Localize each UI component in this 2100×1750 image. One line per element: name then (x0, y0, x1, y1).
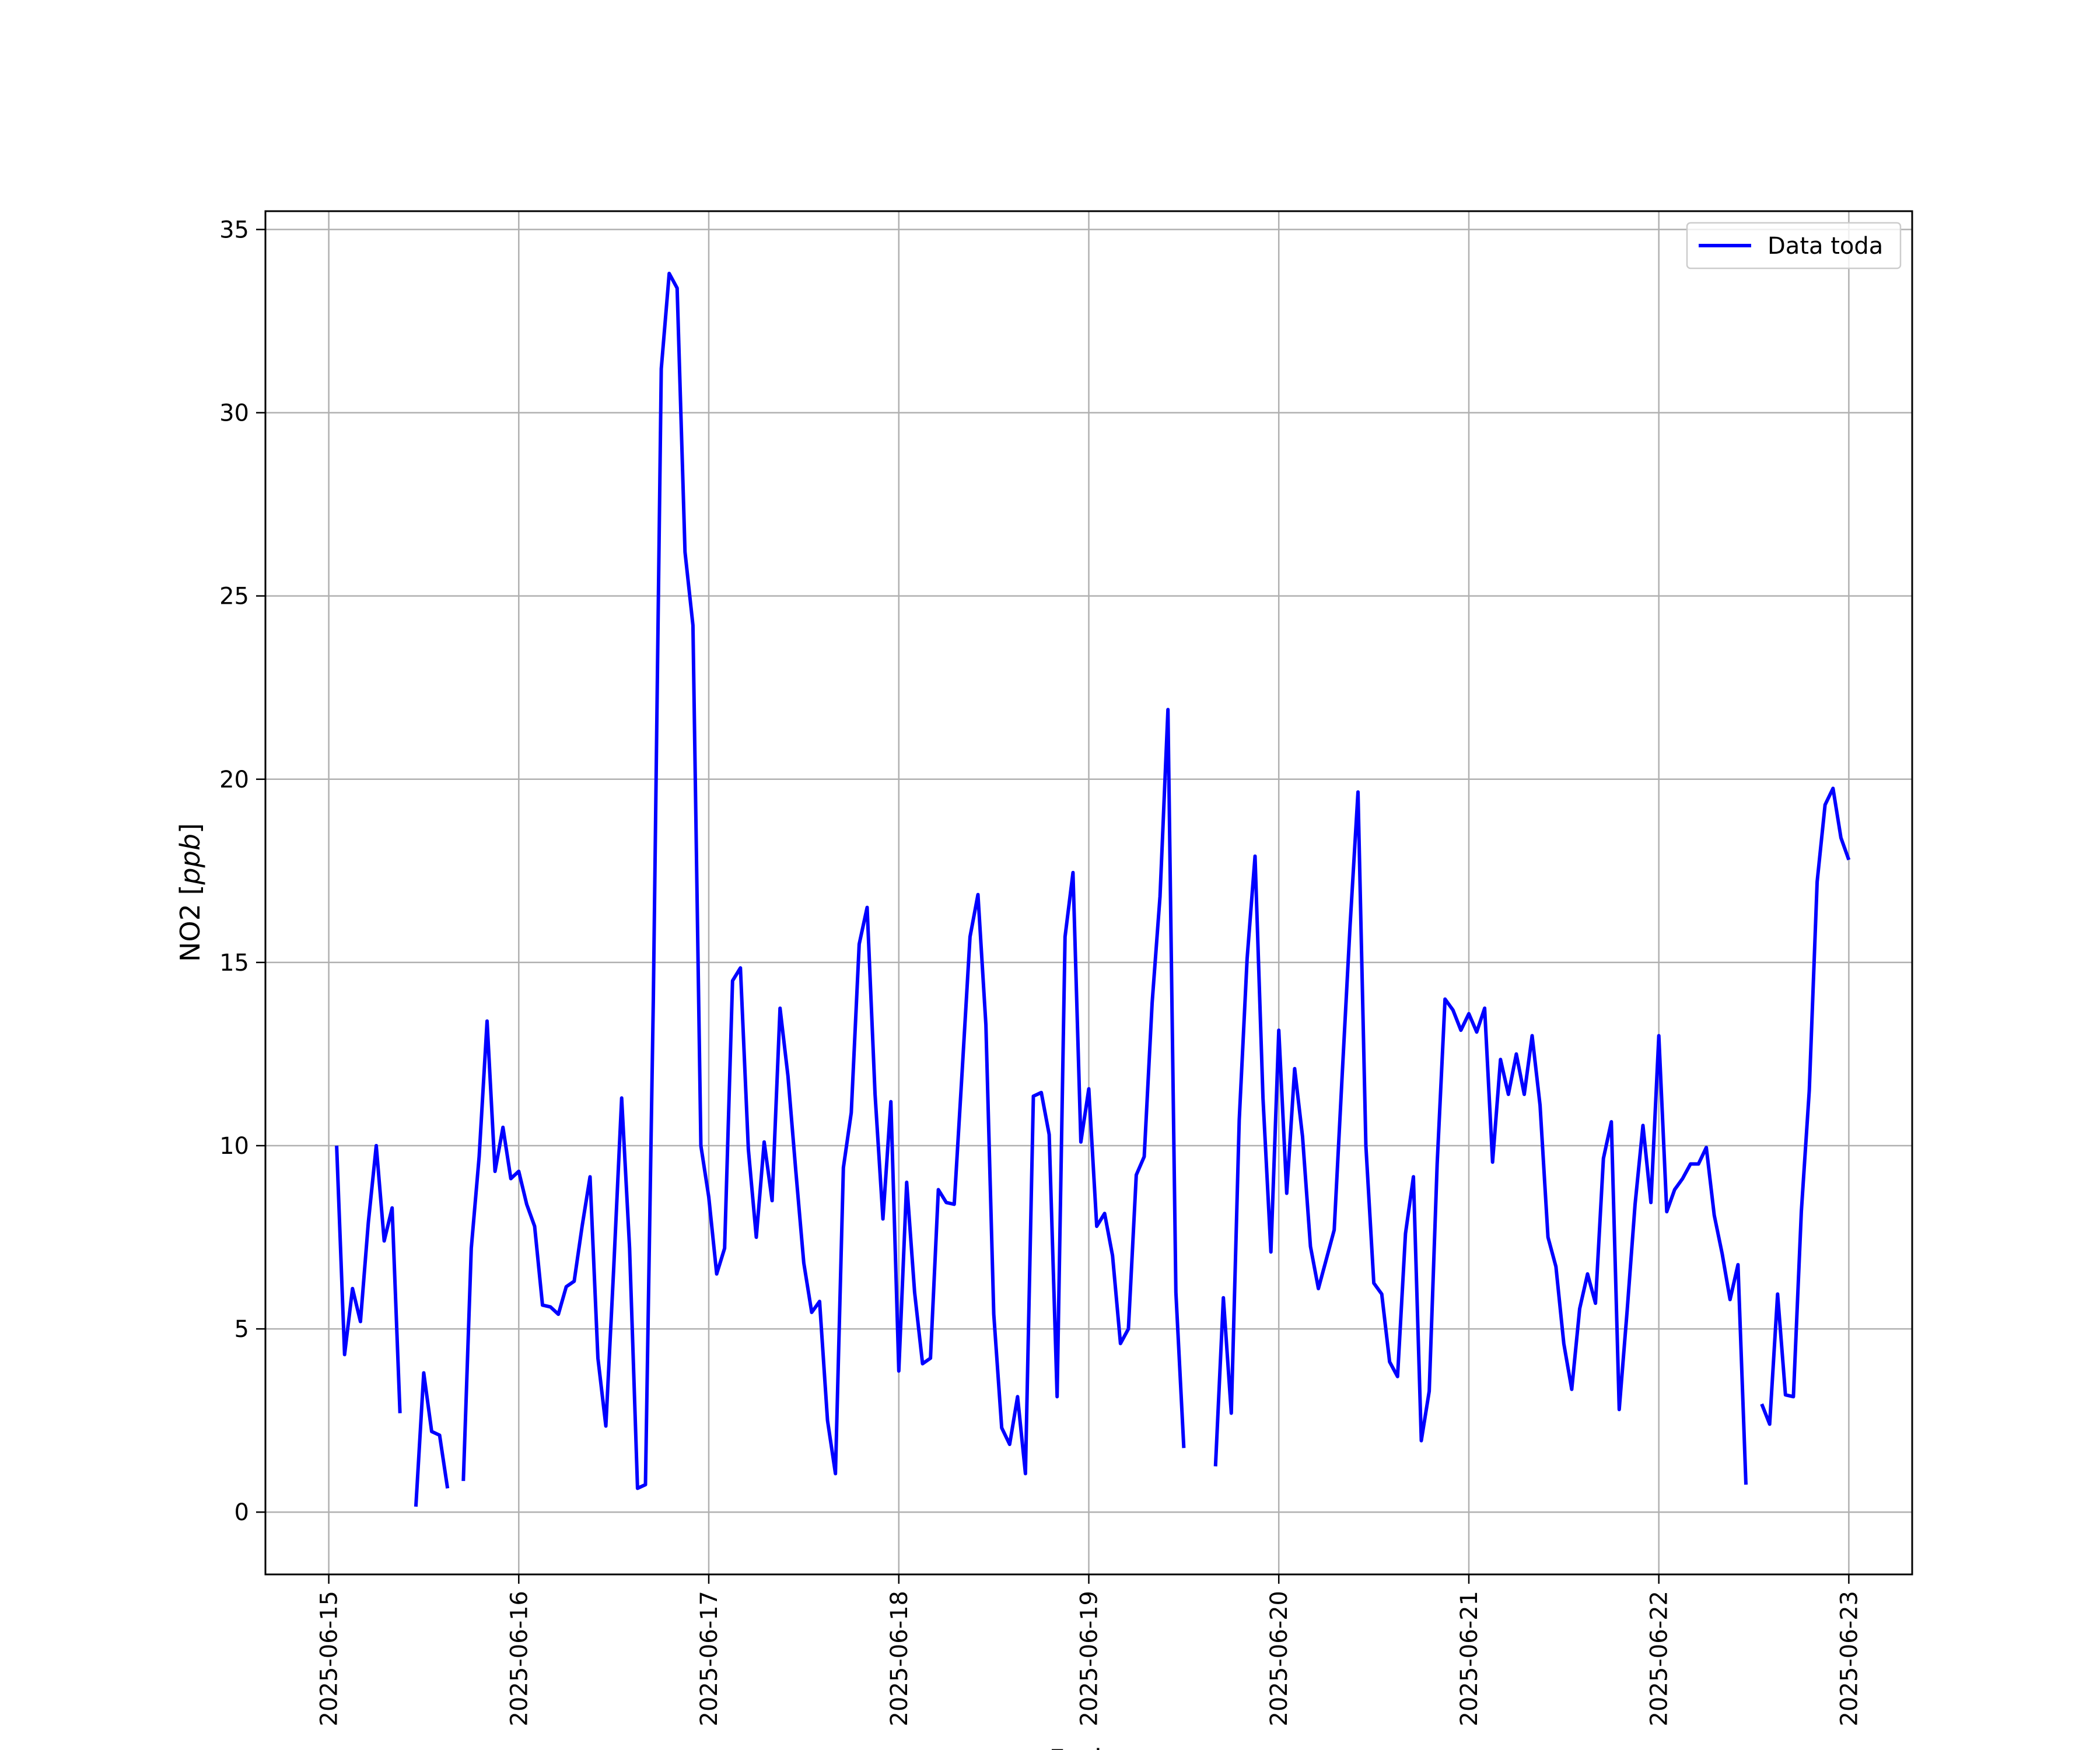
y-axis-label: NO2 [ppb] (174, 823, 206, 962)
x-axis: 2025-06-15 2025-06-16 2025-06-17 2025-06-18… (316, 1574, 1863, 1726)
series-line-0 (335, 271, 1851, 1507)
x-tick-label: 2025-06-16 (506, 1591, 533, 1726)
x-tick-label: 2025-06-18 (886, 1591, 913, 1726)
x-tick-label: 2025-06-23 (1836, 1591, 1863, 1726)
y-axis: 0 5 10 15 20 25 30 35 (219, 216, 265, 1526)
legend-label: Data toda (1768, 233, 1883, 260)
x-tick-label: 2025-06-17 (696, 1591, 723, 1726)
grid-lines (265, 211, 1912, 1574)
y-tick-label: 35 (219, 216, 249, 243)
y-tick-label: 5 (235, 1316, 249, 1343)
series-layer (335, 271, 1851, 1507)
y-tick-label: 0 (235, 1499, 249, 1526)
y-tick-label: 30 (219, 400, 249, 427)
x-tick-label: 2025-06-20 (1266, 1591, 1293, 1726)
y-tick-label: 10 (219, 1133, 249, 1160)
y-tick-label: 20 (219, 766, 249, 793)
x-tick-label: 2025-06-19 (1076, 1591, 1103, 1726)
y-tick-label: 25 (219, 583, 249, 610)
x-tick-label: 2025-06-15 (316, 1591, 343, 1726)
x-tick-label: 2025-06-22 (1646, 1591, 1673, 1726)
legend: Data toda (1686, 222, 1902, 270)
legend-box (1686, 222, 1902, 270)
y-tick-label: 15 (219, 950, 249, 977)
x-axis-label: Fecha (1049, 1744, 1128, 1750)
x-tick-label: 2025-06-21 (1456, 1591, 1483, 1726)
